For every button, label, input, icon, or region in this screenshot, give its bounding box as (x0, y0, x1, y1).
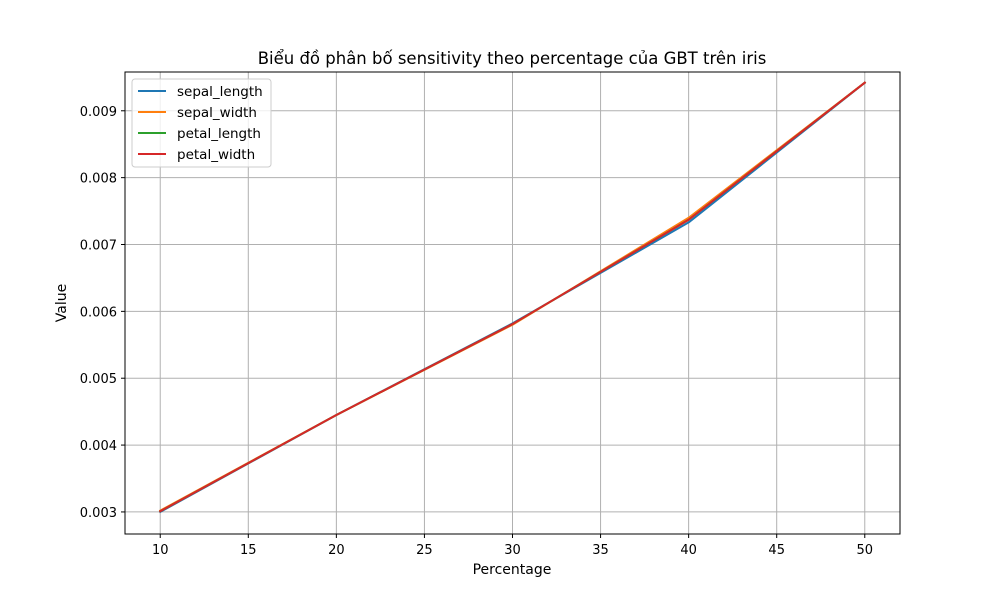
y-tick-label: 0.005 (80, 372, 117, 387)
legend-label: sepal_length (177, 84, 263, 100)
legend-label: sepal_width (177, 105, 257, 121)
legend-label: petal_length (177, 126, 261, 142)
x-tick-label: 10 (152, 543, 169, 558)
y-axis-label: Value (54, 284, 70, 322)
chart-title: Biểu đồ phân bố sensitivity theo percent… (258, 49, 767, 68)
y-tick-label: 0.009 (80, 105, 117, 120)
x-tick-label: 15 (240, 543, 257, 558)
x-tick-label: 50 (856, 543, 873, 558)
x-axis-label: Percentage (473, 562, 552, 578)
y-tick-label: 0.007 (80, 238, 117, 253)
y-axis-ticks: 0.003 0.004 0.005 0.006 0.007 0.008 0.009 (80, 105, 125, 521)
x-tick-label: 40 (680, 543, 697, 558)
x-tick-label: 25 (416, 543, 433, 558)
legend-label: petal_width (177, 147, 255, 163)
y-tick-label: 0.004 (80, 439, 117, 454)
y-tick-label: 0.003 (80, 506, 117, 521)
x-tick-label: 20 (328, 543, 345, 558)
legend: sepal_length sepal_width petal_lengthpetal… (131, 78, 272, 168)
y-tick-label: 0.008 (80, 172, 117, 187)
x-tick-label: 45 (768, 543, 785, 558)
x-axis-ticks: 10 15 20 25 30 35 40 45 50 (152, 534, 873, 558)
series-lines (158, 81, 867, 514)
x-tick-label: 30 (504, 543, 521, 558)
legend-box (131, 78, 272, 168)
gridlines (125, 72, 900, 534)
y-tick-label: 0.006 (80, 305, 117, 320)
series-line-petal-width (158, 81, 867, 513)
x-tick-label: 35 (592, 543, 609, 558)
